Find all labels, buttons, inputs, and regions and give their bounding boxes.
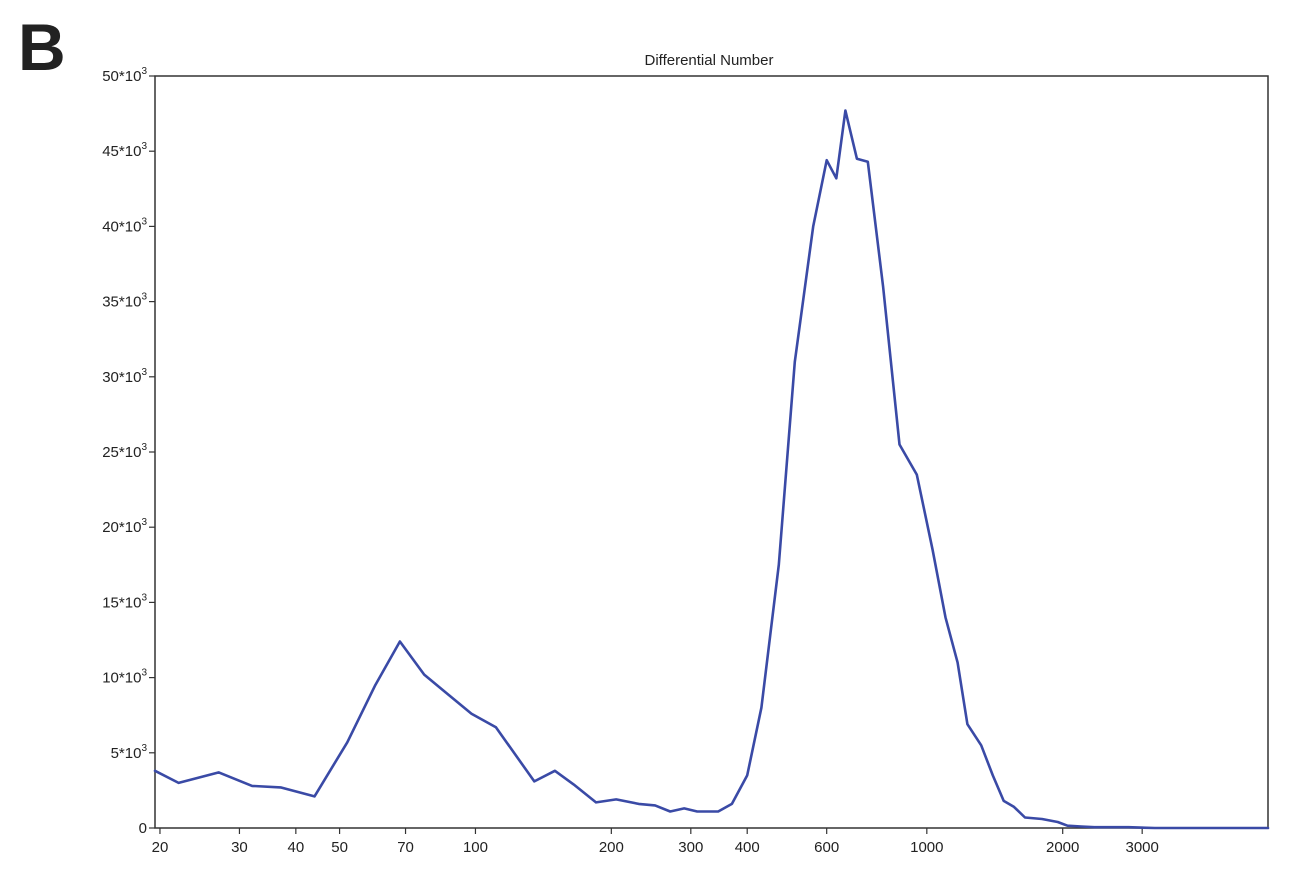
x-tick-label: 300	[678, 839, 703, 856]
y-tick-label: 5*103	[111, 743, 148, 762]
x-tick-label: 2000	[1046, 839, 1079, 856]
y-tick-label: 50*103	[102, 66, 147, 85]
y-tick-label: 0	[139, 820, 147, 837]
x-tick-label: 400	[735, 839, 760, 856]
plot-frame	[154, 75, 1269, 829]
x-tick-label: 20	[152, 839, 169, 856]
x-tick-label: 200	[599, 839, 624, 856]
y-tick-label: 30*103	[102, 367, 147, 386]
x-tick-label: 1000	[910, 839, 943, 856]
x-tick-label: 100	[463, 839, 488, 856]
y-tick-label: 15*103	[102, 592, 147, 611]
y-tick-label: 40*103	[102, 216, 147, 235]
y-tick-label: 35*103	[102, 292, 147, 311]
y-tick-label: 20*103	[102, 517, 147, 536]
series-line	[153, 109, 1270, 830]
x-tick-label: 600	[814, 839, 839, 856]
x-tick-label: 30	[231, 839, 248, 856]
y-tick-label: 25*103	[102, 442, 147, 461]
y-tick-label: 10*103	[102, 668, 147, 687]
y-tick-label: 45*103	[102, 141, 147, 160]
panel-label: B	[18, 10, 66, 84]
chart-title: Differential Number	[644, 52, 774, 69]
x-tick-label: 40	[287, 839, 304, 856]
x-tick-label: 70	[397, 839, 414, 856]
x-tick-label: 3000	[1125, 839, 1158, 856]
x-tick-label: 50	[331, 839, 348, 856]
